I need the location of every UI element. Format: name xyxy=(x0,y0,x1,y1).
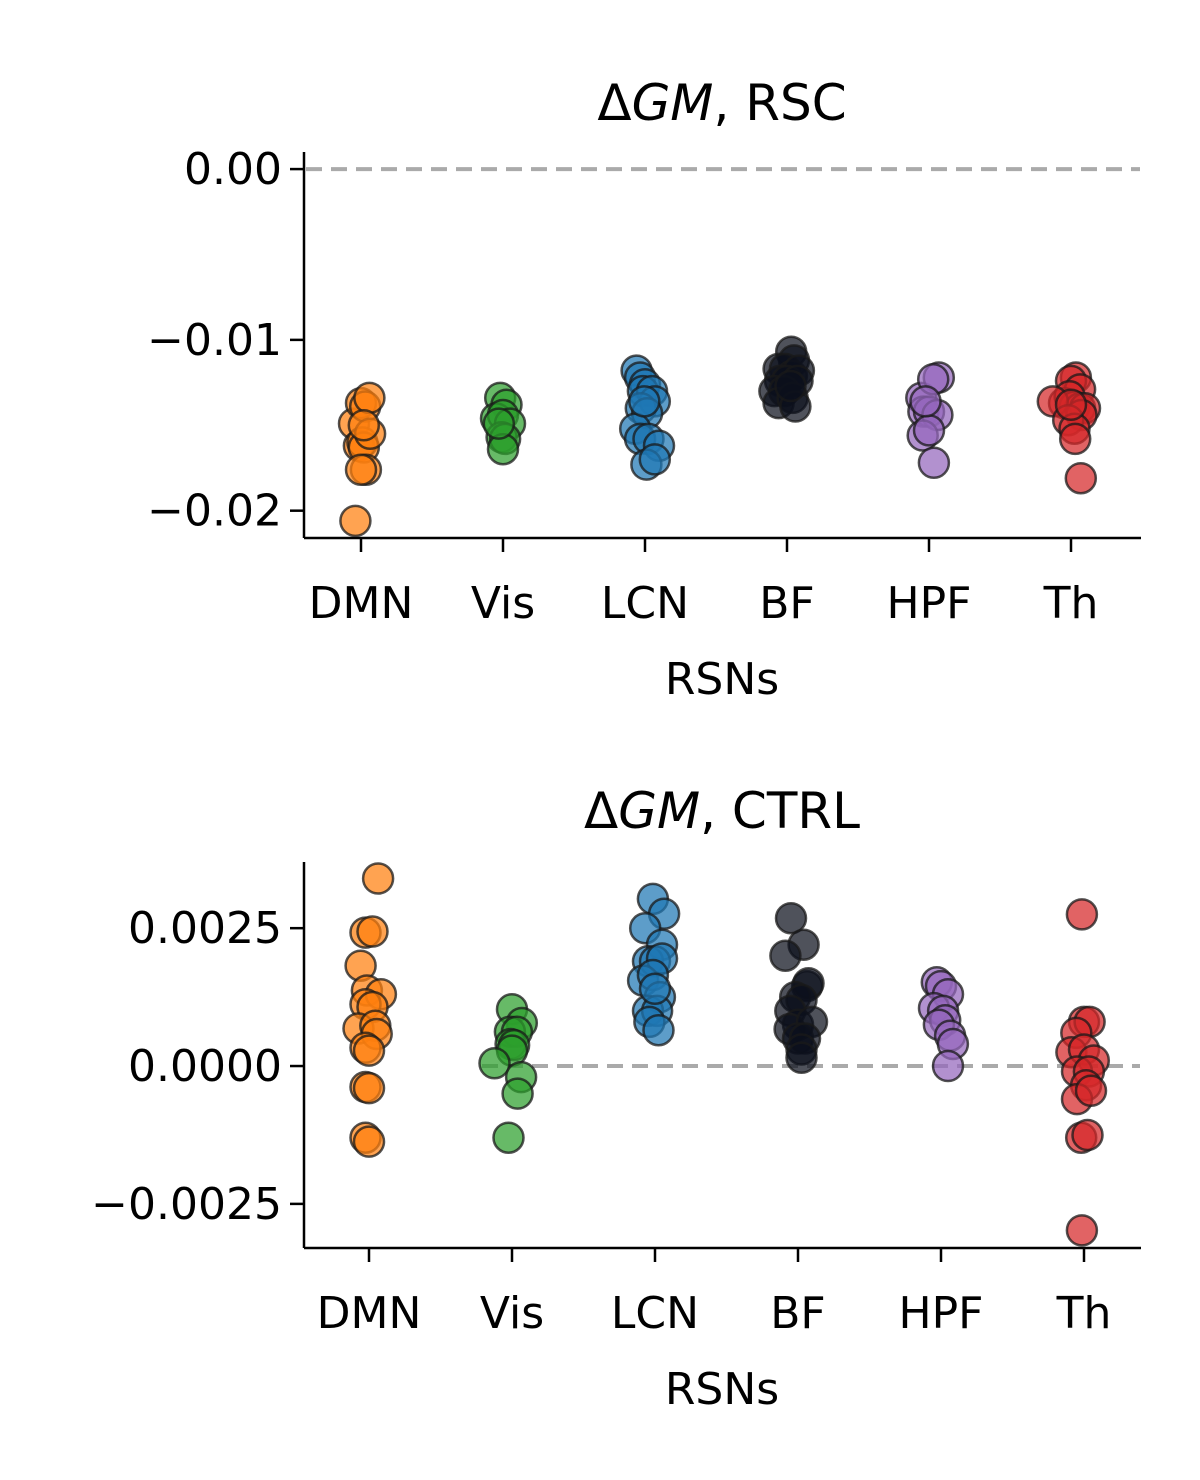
ctrl-point-bf xyxy=(785,1041,818,1075)
rsc-point-bf xyxy=(774,369,807,403)
ctrl-point-lcn xyxy=(638,972,672,1006)
rsc-point-hpf xyxy=(912,414,946,447)
ctrl-point-bf xyxy=(769,939,802,972)
ctrl-point-th xyxy=(1074,1074,1108,1108)
ctrl-x-tick-label-hpf: HPF xyxy=(899,1288,984,1339)
rsc-point-th xyxy=(1054,388,1088,422)
rsc-point-hpf xyxy=(909,385,942,418)
ctrl-point-dmn xyxy=(352,1071,386,1105)
ctrl-point-th xyxy=(1071,1118,1104,1152)
ctrl-panel-title: ΔGM, CTRL xyxy=(584,782,860,840)
ctrl-point-vis xyxy=(492,1121,525,1154)
rsc-x-ticks: DMN Vis LCN BF HPF Th xyxy=(309,538,1099,629)
rsc-point-th xyxy=(1058,422,1092,456)
rsc-y-tick-label: −0.02 xyxy=(147,486,282,537)
rsc-point-lcn xyxy=(628,385,661,418)
rsc-y-tick-label: 0.00 xyxy=(184,144,282,195)
ctrl-point-dmn xyxy=(361,862,395,895)
ctrl-x-tick-label-dmn: DMN xyxy=(317,1288,422,1339)
ctrl-point-dmn xyxy=(352,1125,386,1158)
rsc-title-gm: GM xyxy=(632,74,714,132)
rsc-point-vis xyxy=(482,407,516,440)
ctrl-data-points xyxy=(342,862,1111,1247)
rsc-x-tick-label-hpf: HPF xyxy=(887,578,972,629)
ctrl-point-th xyxy=(1065,898,1099,931)
ctrl-y-tick-label: −0.0025 xyxy=(91,1179,282,1230)
ctrl-x-tick-label-bf: BF xyxy=(770,1288,826,1339)
rsc-point-hpf xyxy=(917,446,951,480)
rsc-point-dmn xyxy=(344,453,378,486)
ctrl-point-dmn xyxy=(356,915,389,948)
rsc-point-dmn xyxy=(353,381,386,415)
ctrl-x-axis-label: RSNs xyxy=(665,1364,779,1415)
rsc-title-delta: Δ xyxy=(597,74,631,132)
rsc-x-axis-label: RSNs xyxy=(665,654,779,705)
ctrl-point-hpf xyxy=(931,1049,965,1083)
rsc-y-ticks: 0.00 −0.01 −0.02 xyxy=(147,144,304,537)
rsc-panel: ΔGM, RSC 0.00 −0.01 −0.02 DMN Vis LCN BF HPF Th… xyxy=(147,74,1141,705)
ctrl-point-lcn xyxy=(642,1013,675,1047)
rsc-point-th xyxy=(1064,461,1098,495)
rsc-x-tick-label-vis: Vis xyxy=(471,578,535,629)
rsc-panel-title: ΔGM, RSC xyxy=(597,74,846,132)
rsc-title-suffix: , RSC xyxy=(713,74,846,132)
ctrl-point-vis xyxy=(478,1047,511,1080)
ctrl-x-ticks: DMN Vis LCN BF HPF Th xyxy=(317,1248,1112,1339)
rsc-point-lcn xyxy=(638,443,672,476)
ctrl-x-tick-label-lcn: LCN xyxy=(611,1288,699,1339)
rsc-point-dmn xyxy=(339,504,372,538)
ctrl-y-tick-label: 0.0000 xyxy=(128,1041,282,1092)
ctrl-x-tick-label-vis: Vis xyxy=(480,1288,544,1339)
rsc-x-tick-label-th: Th xyxy=(1043,578,1099,629)
ctrl-y-ticks: 0.0025 0.0000 −0.0025 xyxy=(91,903,304,1230)
rsc-y-tick-label: −0.01 xyxy=(147,315,282,366)
ctrl-point-vis xyxy=(501,1077,534,1110)
ctrl-title-gm: GM xyxy=(618,782,700,840)
ctrl-y-tick-label: 0.0025 xyxy=(128,903,282,954)
ctrl-panel: ΔGM, CTRL 0.0025 0.0000 −0.0025 DMN Vis LCN B… xyxy=(91,782,1141,1415)
rsc-data-points xyxy=(337,335,1102,538)
ctrl-point-th xyxy=(1065,1214,1099,1247)
ctrl-x-tick-label-th: Th xyxy=(1056,1288,1112,1339)
ctrl-point-bf xyxy=(774,901,808,935)
ctrl-point-dmn xyxy=(352,1034,386,1067)
ctrl-title-suffix: , CTRL xyxy=(700,782,860,840)
rsc-x-tick-label-lcn: LCN xyxy=(601,578,689,629)
rsc-x-tick-label-bf: BF xyxy=(759,578,815,629)
ctrl-title-delta: Δ xyxy=(584,782,618,840)
rsc-point-dmn xyxy=(347,409,381,442)
rsc-x-tick-label-dmn: DMN xyxy=(309,578,414,629)
